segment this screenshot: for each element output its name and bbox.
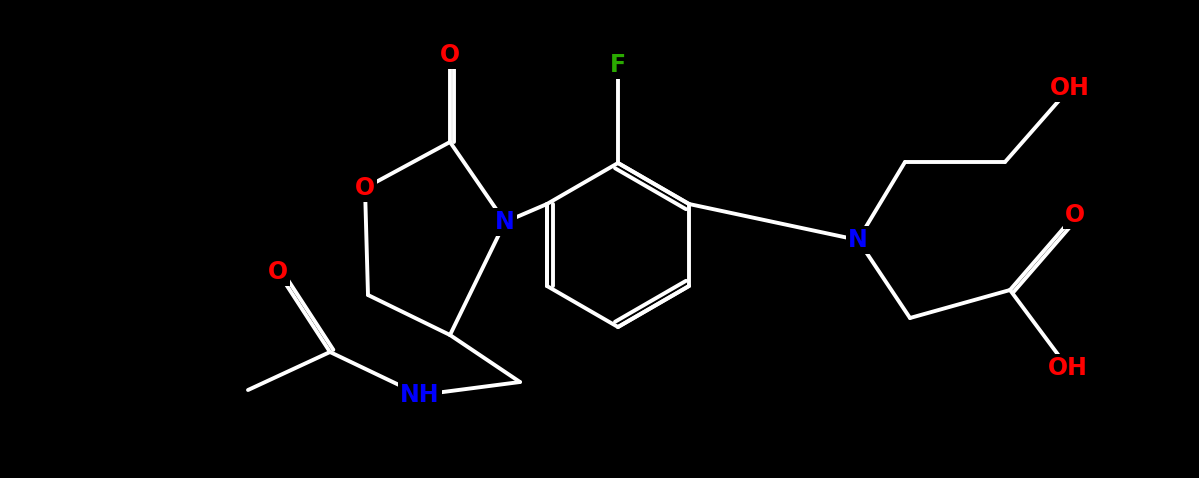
Text: N: N (848, 228, 868, 252)
Text: NH: NH (400, 383, 440, 407)
Text: OH: OH (1048, 356, 1087, 380)
Text: O: O (440, 43, 460, 67)
Text: O: O (1065, 203, 1085, 227)
Text: O: O (355, 176, 375, 200)
Text: N: N (495, 210, 514, 234)
Text: F: F (610, 53, 626, 77)
Text: O: O (267, 260, 288, 284)
Text: OH: OH (1050, 76, 1090, 100)
